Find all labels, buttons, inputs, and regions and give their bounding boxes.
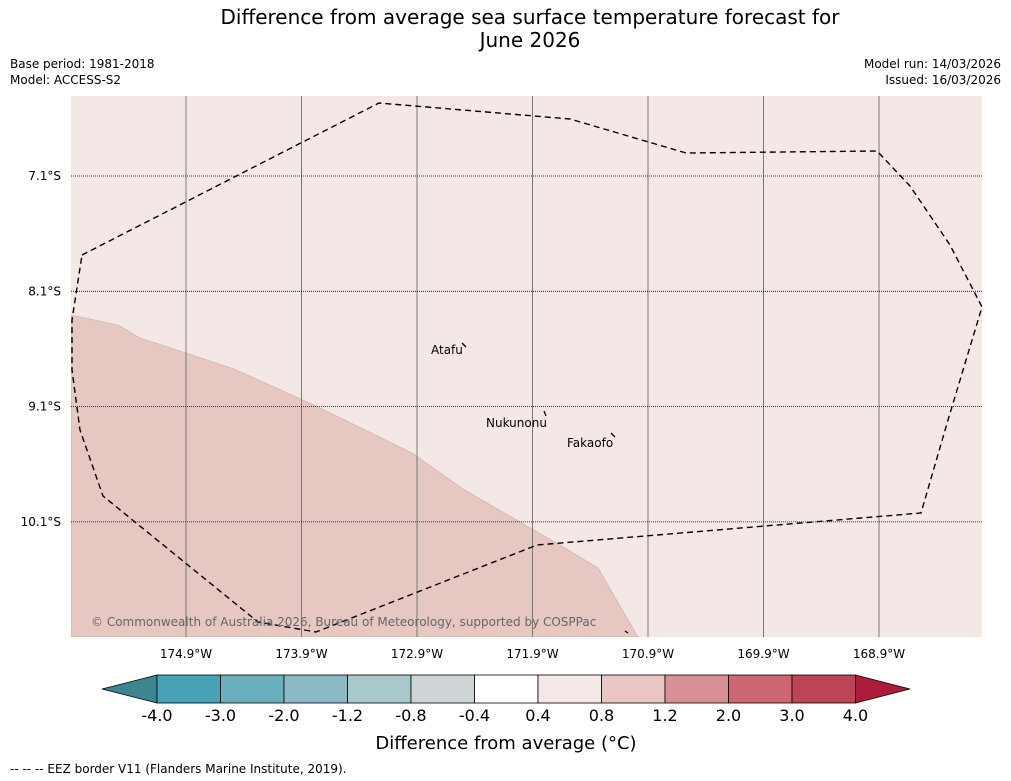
place-label-fakaofo: Fakaofo: [567, 436, 613, 450]
eez-legend-note: -- -- -- EEZ border V11 (Flanders Marine…: [10, 762, 347, 776]
longitude-label: 170.9°W: [622, 647, 674, 661]
colorbar-segment: [283, 674, 348, 704]
model-name: Model: ACCESS-S2: [10, 73, 122, 87]
colorbar-segment: [791, 674, 856, 704]
atafu-atoll: [461, 342, 467, 348]
latitude-labels: 7.1°S 8.1°S 9.1°S 10.1°S: [21, 169, 61, 529]
colorbar-segment: [728, 674, 793, 704]
colorbar-label: Difference from average (°C): [375, 733, 636, 754]
meta-left: Base period: 1981-2018 Model: ACCESS-S2: [10, 56, 155, 88]
colorbar: [101, 674, 911, 704]
colorbar-tick-label: -3.0: [205, 706, 236, 725]
colorbar-low-extension: [101, 674, 158, 704]
colorbar-tick-label: 3.0: [779, 706, 804, 725]
place-label-atafu: Atafu: [431, 343, 463, 357]
colorbar-segment: [537, 674, 602, 704]
longitude-label: 169.9°W: [737, 647, 789, 661]
map: Atafu Nukunonu Fakaofo © Commonwealth of…: [21, 96, 983, 754]
colorbar-tick-label: -0.8: [395, 706, 426, 725]
islet-mark: [624, 630, 629, 634]
colorbar-tick-label: 1.2: [652, 706, 677, 725]
issued-date: Issued: 16/03/2026: [885, 73, 1001, 87]
place-label-nukunonu: Nukunonu: [486, 416, 547, 430]
title-line-1: Difference from average sea surface temp…: [220, 5, 840, 29]
nukunonu-atoll: [543, 410, 547, 417]
meta-right: Model run: 14/03/2026 Issued: 16/03/2026: [864, 56, 1001, 88]
latitude-label: 9.1°S: [28, 400, 61, 414]
title-line-2: June 2026: [479, 28, 581, 52]
longitude-label: 173.9°W: [275, 647, 327, 661]
colorbar-tick-labels: -4.0 -3.0 -2.0 -1.2 -0.8 -0.4 0.4 0.8 1.2 2.0 3.0 4…: [141, 706, 868, 725]
longitude-label: 168.9°W: [853, 647, 905, 661]
colorbar-tick-label: -0.4: [459, 706, 490, 725]
colorbar-tick-label: -1.2: [332, 706, 363, 725]
copyright-text: © Commonwealth of Australia 2026, Bureau…: [91, 615, 596, 629]
colorbar-tick-label: -4.0: [141, 706, 172, 725]
colorbar-tick-label: 0.8: [589, 706, 614, 725]
eez-border: [71, 102, 983, 633]
colorbar-high-extension: [855, 674, 911, 704]
chart-title: Difference from average sea surface temp…: [130, 6, 930, 52]
base-period: Base period: 1981-2018: [10, 57, 155, 71]
colorbar-tick-label: -2.0: [268, 706, 299, 725]
longitude-labels: 174.9°W 173.9°W 172.9°W 171.9°W 170.9°W 169.9…: [160, 647, 905, 661]
colorbar-segment: [601, 674, 666, 704]
fakaofo-atoll: [610, 432, 616, 438]
longitude-label: 172.9°W: [391, 647, 443, 661]
colorbar-segment: [410, 674, 475, 704]
latitude-label: 7.1°S: [28, 169, 61, 183]
anomaly-region-0.8-1.2: [71, 314, 639, 637]
latitude-label: 10.1°S: [21, 515, 61, 529]
colorbar-segment: [474, 674, 539, 704]
colorbar-segment: [664, 674, 729, 704]
colorbar-tick-label: 2.0: [716, 706, 741, 725]
latitude-label: 8.1°S: [28, 284, 61, 298]
colorbar-tick-label: 4.0: [843, 706, 868, 725]
colorbar-segment: [156, 674, 221, 704]
longitude-label: 171.9°W: [506, 647, 558, 661]
longitude-gridlines: [185, 96, 880, 637]
colorbar-tick-label: 0.4: [525, 706, 550, 725]
longitude-label: 174.9°W: [160, 647, 212, 661]
colorbar-segment: [220, 674, 285, 704]
model-run: Model run: 14/03/2026: [863, 57, 1001, 71]
colorbar-segment: [347, 674, 412, 704]
atoll-marks: [461, 342, 629, 634]
